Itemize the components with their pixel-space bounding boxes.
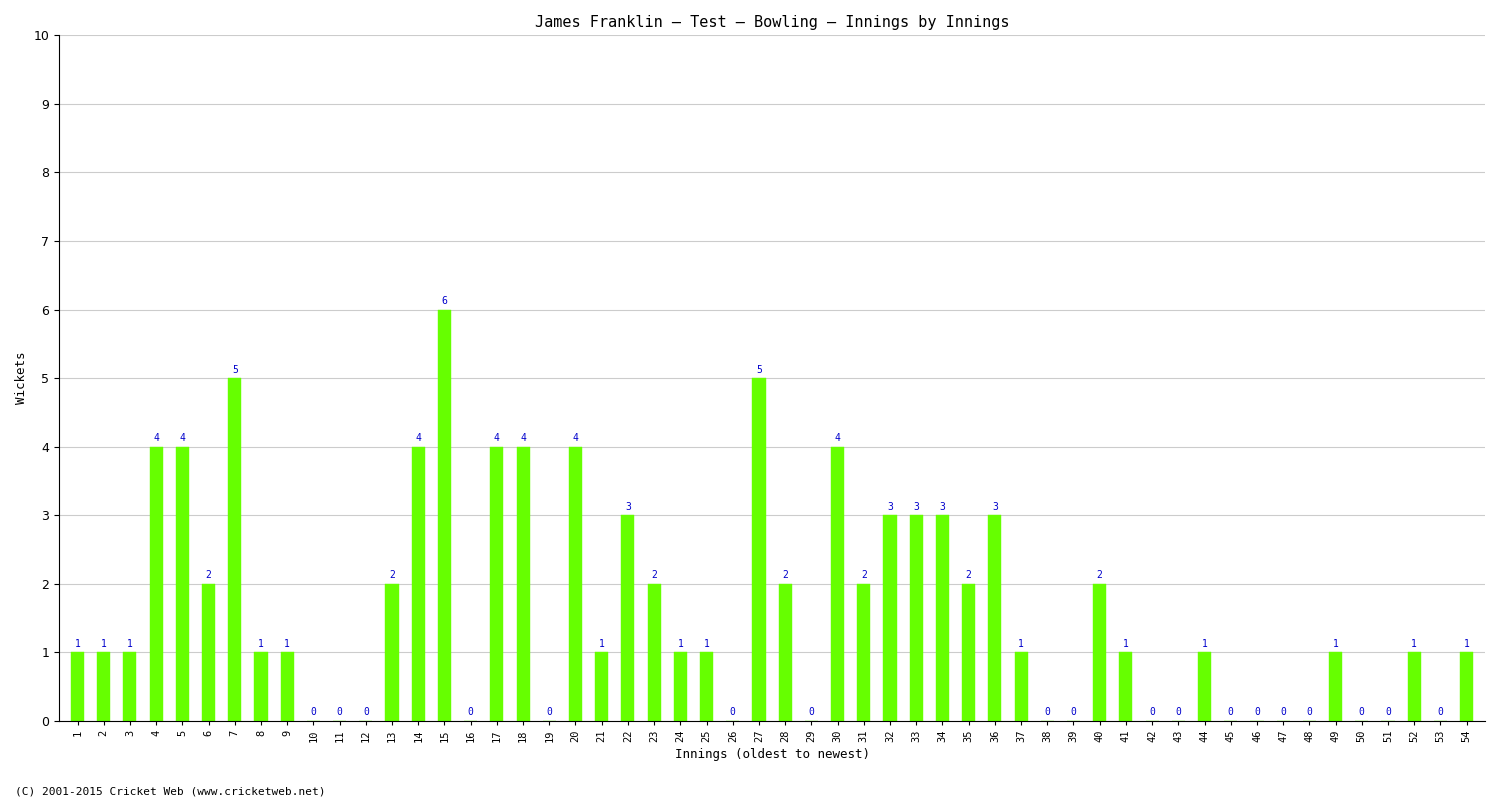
Bar xyxy=(778,584,792,721)
Text: 0: 0 xyxy=(546,707,552,718)
Text: 1: 1 xyxy=(258,639,264,649)
Text: 2: 2 xyxy=(1096,570,1102,580)
Text: 0: 0 xyxy=(1149,707,1155,718)
Text: 1: 1 xyxy=(75,639,81,649)
Text: 1: 1 xyxy=(1019,639,1025,649)
Text: 1: 1 xyxy=(1202,639,1208,649)
Text: 2: 2 xyxy=(861,570,867,580)
Text: 6: 6 xyxy=(441,296,447,306)
Text: 0: 0 xyxy=(1044,707,1050,718)
Text: 0: 0 xyxy=(1306,707,1312,718)
Text: 5: 5 xyxy=(232,365,237,374)
Bar xyxy=(936,515,950,721)
Bar xyxy=(490,446,504,721)
Bar xyxy=(176,446,189,721)
Text: 3: 3 xyxy=(939,502,945,512)
Text: 1: 1 xyxy=(678,639,684,649)
Text: 1: 1 xyxy=(128,639,134,649)
Text: 4: 4 xyxy=(153,434,159,443)
Text: 2: 2 xyxy=(966,570,972,580)
Text: 0: 0 xyxy=(1359,707,1365,718)
Text: 0: 0 xyxy=(336,707,342,718)
Bar xyxy=(1407,652,1420,721)
Text: 1: 1 xyxy=(598,639,604,649)
Text: 3: 3 xyxy=(886,502,892,512)
Text: 0: 0 xyxy=(1280,707,1286,718)
Bar xyxy=(700,652,712,721)
Text: 0: 0 xyxy=(730,707,735,718)
Bar xyxy=(386,584,399,721)
Text: 4: 4 xyxy=(180,434,186,443)
Text: 0: 0 xyxy=(1228,707,1233,718)
Bar xyxy=(228,378,242,721)
Text: 0: 0 xyxy=(363,707,369,718)
Bar xyxy=(753,378,765,721)
Text: 4: 4 xyxy=(416,434,422,443)
Bar xyxy=(255,652,267,721)
Bar xyxy=(1094,584,1107,721)
Bar xyxy=(648,584,660,721)
Text: 4: 4 xyxy=(834,434,840,443)
Text: 2: 2 xyxy=(782,570,788,580)
Text: 1: 1 xyxy=(1464,639,1470,649)
Text: 4: 4 xyxy=(573,434,579,443)
Text: 5: 5 xyxy=(756,365,762,374)
Bar xyxy=(858,584,870,721)
Bar xyxy=(1119,652,1132,721)
Text: 3: 3 xyxy=(914,502,920,512)
Bar xyxy=(70,652,84,721)
Text: 2: 2 xyxy=(388,570,394,580)
Text: 1: 1 xyxy=(1124,639,1130,649)
Bar xyxy=(596,652,609,721)
Text: 1: 1 xyxy=(100,639,106,649)
Bar xyxy=(202,584,214,721)
Text: 0: 0 xyxy=(1254,707,1260,718)
Bar xyxy=(568,446,582,721)
Text: 0: 0 xyxy=(1437,707,1443,718)
Text: 1: 1 xyxy=(704,639,710,649)
Text: 4: 4 xyxy=(520,434,526,443)
Y-axis label: Wickets: Wickets xyxy=(15,352,28,404)
Text: 1: 1 xyxy=(1412,639,1418,649)
Text: 0: 0 xyxy=(1384,707,1390,718)
Text: 1: 1 xyxy=(1332,639,1338,649)
Text: 0: 0 xyxy=(310,707,316,718)
Bar xyxy=(123,652,136,721)
Bar xyxy=(1198,652,1210,721)
Bar xyxy=(150,446,162,721)
Bar xyxy=(884,515,897,721)
Text: 2: 2 xyxy=(651,570,657,580)
Bar xyxy=(674,652,687,721)
Bar xyxy=(1460,652,1473,721)
Bar xyxy=(988,515,1002,721)
Text: (C) 2001-2015 Cricket Web (www.cricketweb.net): (C) 2001-2015 Cricket Web (www.cricketwe… xyxy=(15,786,326,796)
Text: 4: 4 xyxy=(494,434,500,443)
Bar xyxy=(411,446,424,721)
Text: 2: 2 xyxy=(206,570,212,580)
Text: 0: 0 xyxy=(808,707,814,718)
Bar xyxy=(831,446,844,721)
Text: 0: 0 xyxy=(468,707,474,718)
Bar xyxy=(909,515,922,721)
Text: 1: 1 xyxy=(284,639,290,649)
Bar xyxy=(98,652,111,721)
Bar xyxy=(962,584,975,721)
Bar xyxy=(516,446,530,721)
Text: 3: 3 xyxy=(626,502,632,512)
Title: James Franklin – Test – Bowling – Innings by Innings: James Franklin – Test – Bowling – Inning… xyxy=(536,15,1010,30)
Text: 0: 0 xyxy=(1071,707,1077,718)
Bar xyxy=(438,310,452,721)
Bar xyxy=(280,652,294,721)
Bar xyxy=(1014,652,1028,721)
Bar xyxy=(1329,652,1342,721)
Bar xyxy=(621,515,634,721)
Text: 0: 0 xyxy=(1176,707,1182,718)
Text: 3: 3 xyxy=(992,502,998,512)
X-axis label: Innings (oldest to newest): Innings (oldest to newest) xyxy=(675,748,870,761)
